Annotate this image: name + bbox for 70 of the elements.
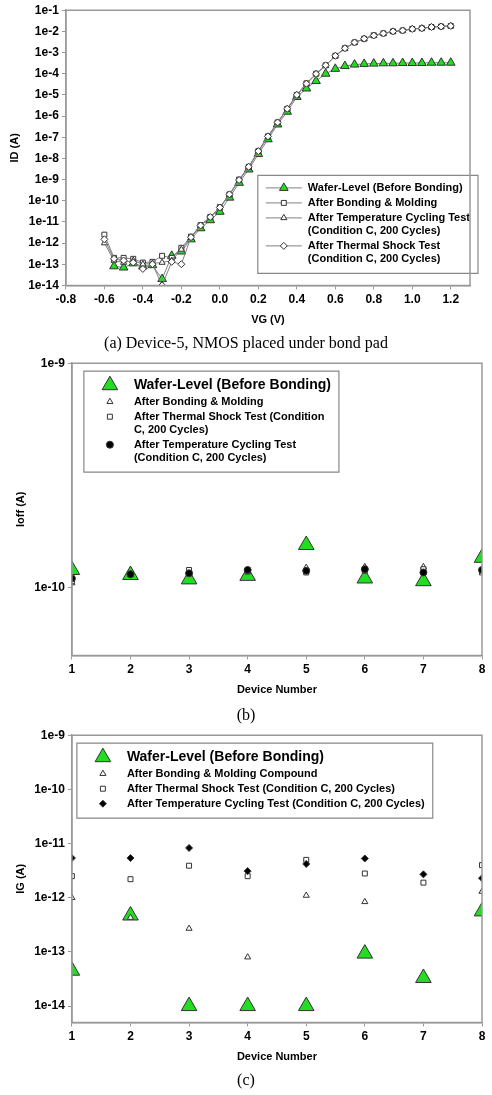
y-tick-label: 1e-1 [34, 2, 60, 17]
text: (c) [236, 1070, 256, 1090]
x-tick-label: 6 [361, 661, 369, 676]
x-tick-label: 7 [420, 661, 428, 676]
legend-label: After Bonding & Molding [307, 195, 438, 208]
legend-label: After Temperature Cycling Test (Condition C, 200 Cycles) [133, 437, 297, 463]
y-tick-label: 1e-12 [28, 235, 60, 250]
legend-label: After Thermal Shock Test (Condition C, 200 Cycles) [133, 409, 325, 435]
x-tick-label: 3 [185, 661, 193, 676]
x-tick-label: 2 [127, 661, 135, 676]
legend-label: After Bonding & Molding [133, 394, 264, 407]
legend-label: After Temperature Cycling Test (Condition C, 200 Cycles) [126, 796, 426, 809]
x-tick-label: 5 [302, 1028, 310, 1043]
y-tick-label: 1e-9 [40, 727, 66, 742]
y-axis-title: IG (A) [13, 863, 26, 894]
y-tick-label: 1e-14 [34, 998, 66, 1013]
legend-label: After Thermal Shock Test (Condition C, 200 Cycles) [307, 238, 441, 264]
x-tick-label: -0.6 [94, 291, 116, 306]
x-tick-label: 8 [478, 661, 486, 676]
text: (a) Device-5, NMOS placed under bond pad [103, 333, 389, 353]
y-tick-label: 1e-10 [28, 193, 60, 208]
y-tick-label: 1e-3 [34, 44, 60, 59]
y-tick-label: 1e-11 [34, 835, 66, 850]
x-tick-label: 0.2 [249, 291, 267, 306]
x-tick-label: 1 [68, 1028, 76, 1043]
x-tick-label: 3 [185, 1028, 193, 1043]
x-tick-label: 0.6 [326, 291, 344, 306]
legend-label: After Temperature Cycling Test (Condition C, 200 Cycles) [307, 210, 471, 236]
x-axis-title: VG (V) [251, 313, 286, 326]
x-tick-label: 8 [478, 1028, 486, 1043]
y-tick-label: 1e-8 [34, 150, 60, 165]
x-tick-label: 1.2 [442, 291, 460, 306]
y-tick-label: 1e-9 [34, 171, 60, 186]
y-tick-label: 1e-6 [34, 108, 60, 123]
legend-label: After Thermal Shock Test (Condition C, 200 Cycles) [126, 781, 396, 794]
x-tick-label: 7 [420, 1028, 428, 1043]
x-tick-label: 0.0 [211, 291, 229, 306]
x-tick-label: 5 [302, 661, 310, 676]
y-tick-label: 1e-13 [34, 944, 66, 959]
y-tick-label: 1e-4 [34, 66, 60, 81]
x-axis-title: Device Number [236, 1050, 318, 1063]
x-tick-label: 1 [68, 661, 76, 676]
y-axis-title: Ioff (A) [13, 491, 26, 528]
x-tick-label: -0.4 [132, 291, 154, 306]
x-tick-label: 0.4 [288, 291, 306, 306]
x-tick-label: 2 [127, 1028, 135, 1043]
y-tick-label: 1e-7 [34, 129, 60, 144]
y-axis-title: ID (A) [7, 132, 20, 163]
y-tick-label: 1e-12 [34, 890, 66, 905]
text: (b) [235, 705, 257, 725]
x-tick-label: -0.8 [55, 291, 77, 306]
x-tick-label: 1.0 [403, 291, 421, 306]
y-tick-label: 1e-5 [34, 87, 60, 102]
x-tick-label: 0.8 [365, 291, 383, 306]
x-tick-label: 4 [244, 1028, 252, 1043]
legend-label: After Bonding & Molding Compound [126, 766, 318, 779]
x-tick-label: 6 [361, 1028, 369, 1043]
x-axis-title: Device Number [236, 683, 318, 696]
y-tick-label: 1e-13 [28, 256, 60, 271]
x-tick-label: -0.2 [171, 291, 193, 306]
y-tick-label: 1e-14 [28, 277, 60, 292]
legend-label: Wafer-Level (Before Bonding) [126, 748, 324, 765]
y-tick-label: 1e-10 [34, 580, 66, 595]
y-tick-label: 1e-11 [28, 214, 60, 229]
x-tick-label: 4 [244, 661, 252, 676]
legend-label: Wafer-Level (Before Bonding) [133, 376, 331, 393]
y-tick-label: 1e-10 [34, 781, 66, 796]
y-tick-label: 1e-2 [34, 23, 60, 38]
y-tick-label: 1e-9 [40, 355, 66, 370]
legend-label: Wafer-Level (Before Bonding) [307, 180, 463, 193]
